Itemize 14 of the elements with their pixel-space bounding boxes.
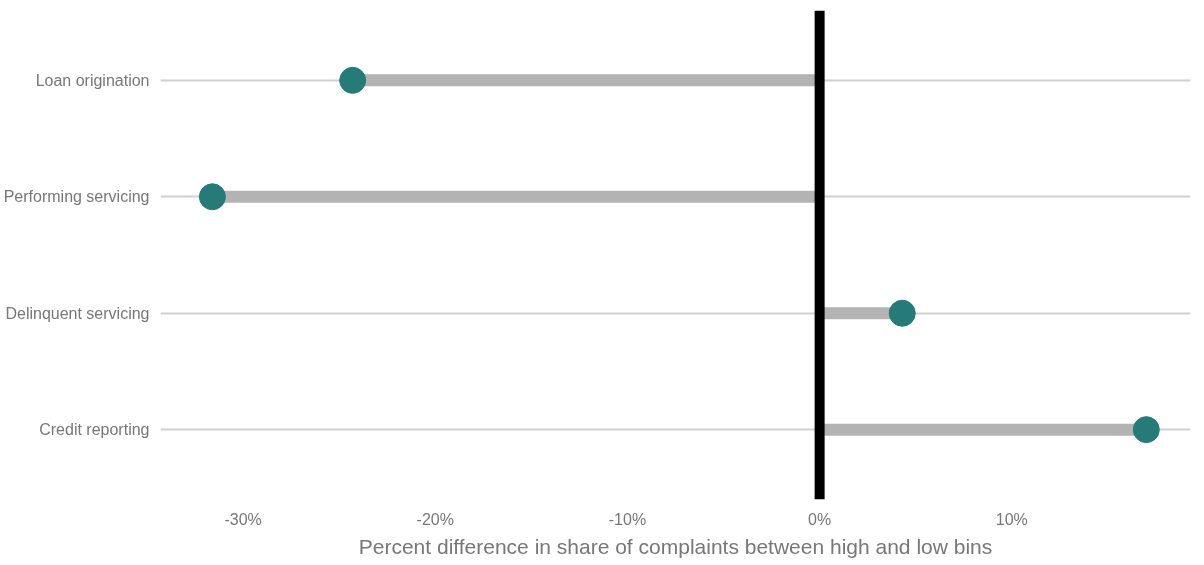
point xyxy=(339,66,367,94)
point xyxy=(888,299,916,327)
x-tick-label: -30% xyxy=(224,510,262,528)
point xyxy=(1132,416,1160,444)
x-tick-label: -10% xyxy=(608,510,647,528)
x-tick-label: -20% xyxy=(416,510,454,528)
x-tick-label: 10% xyxy=(995,510,1028,528)
x-tick-label: 0% xyxy=(808,510,832,528)
point xyxy=(198,183,226,211)
y-tick-label: Credit reporting xyxy=(39,421,150,439)
y-tick-label: Loan origination xyxy=(35,71,150,89)
x-axis-title: Percent difference in share of complaints between high and low bins xyxy=(358,534,993,558)
y-tick-label: Performing servicing xyxy=(3,188,150,206)
y-tick-label: Delinquent servicing xyxy=(5,304,150,322)
